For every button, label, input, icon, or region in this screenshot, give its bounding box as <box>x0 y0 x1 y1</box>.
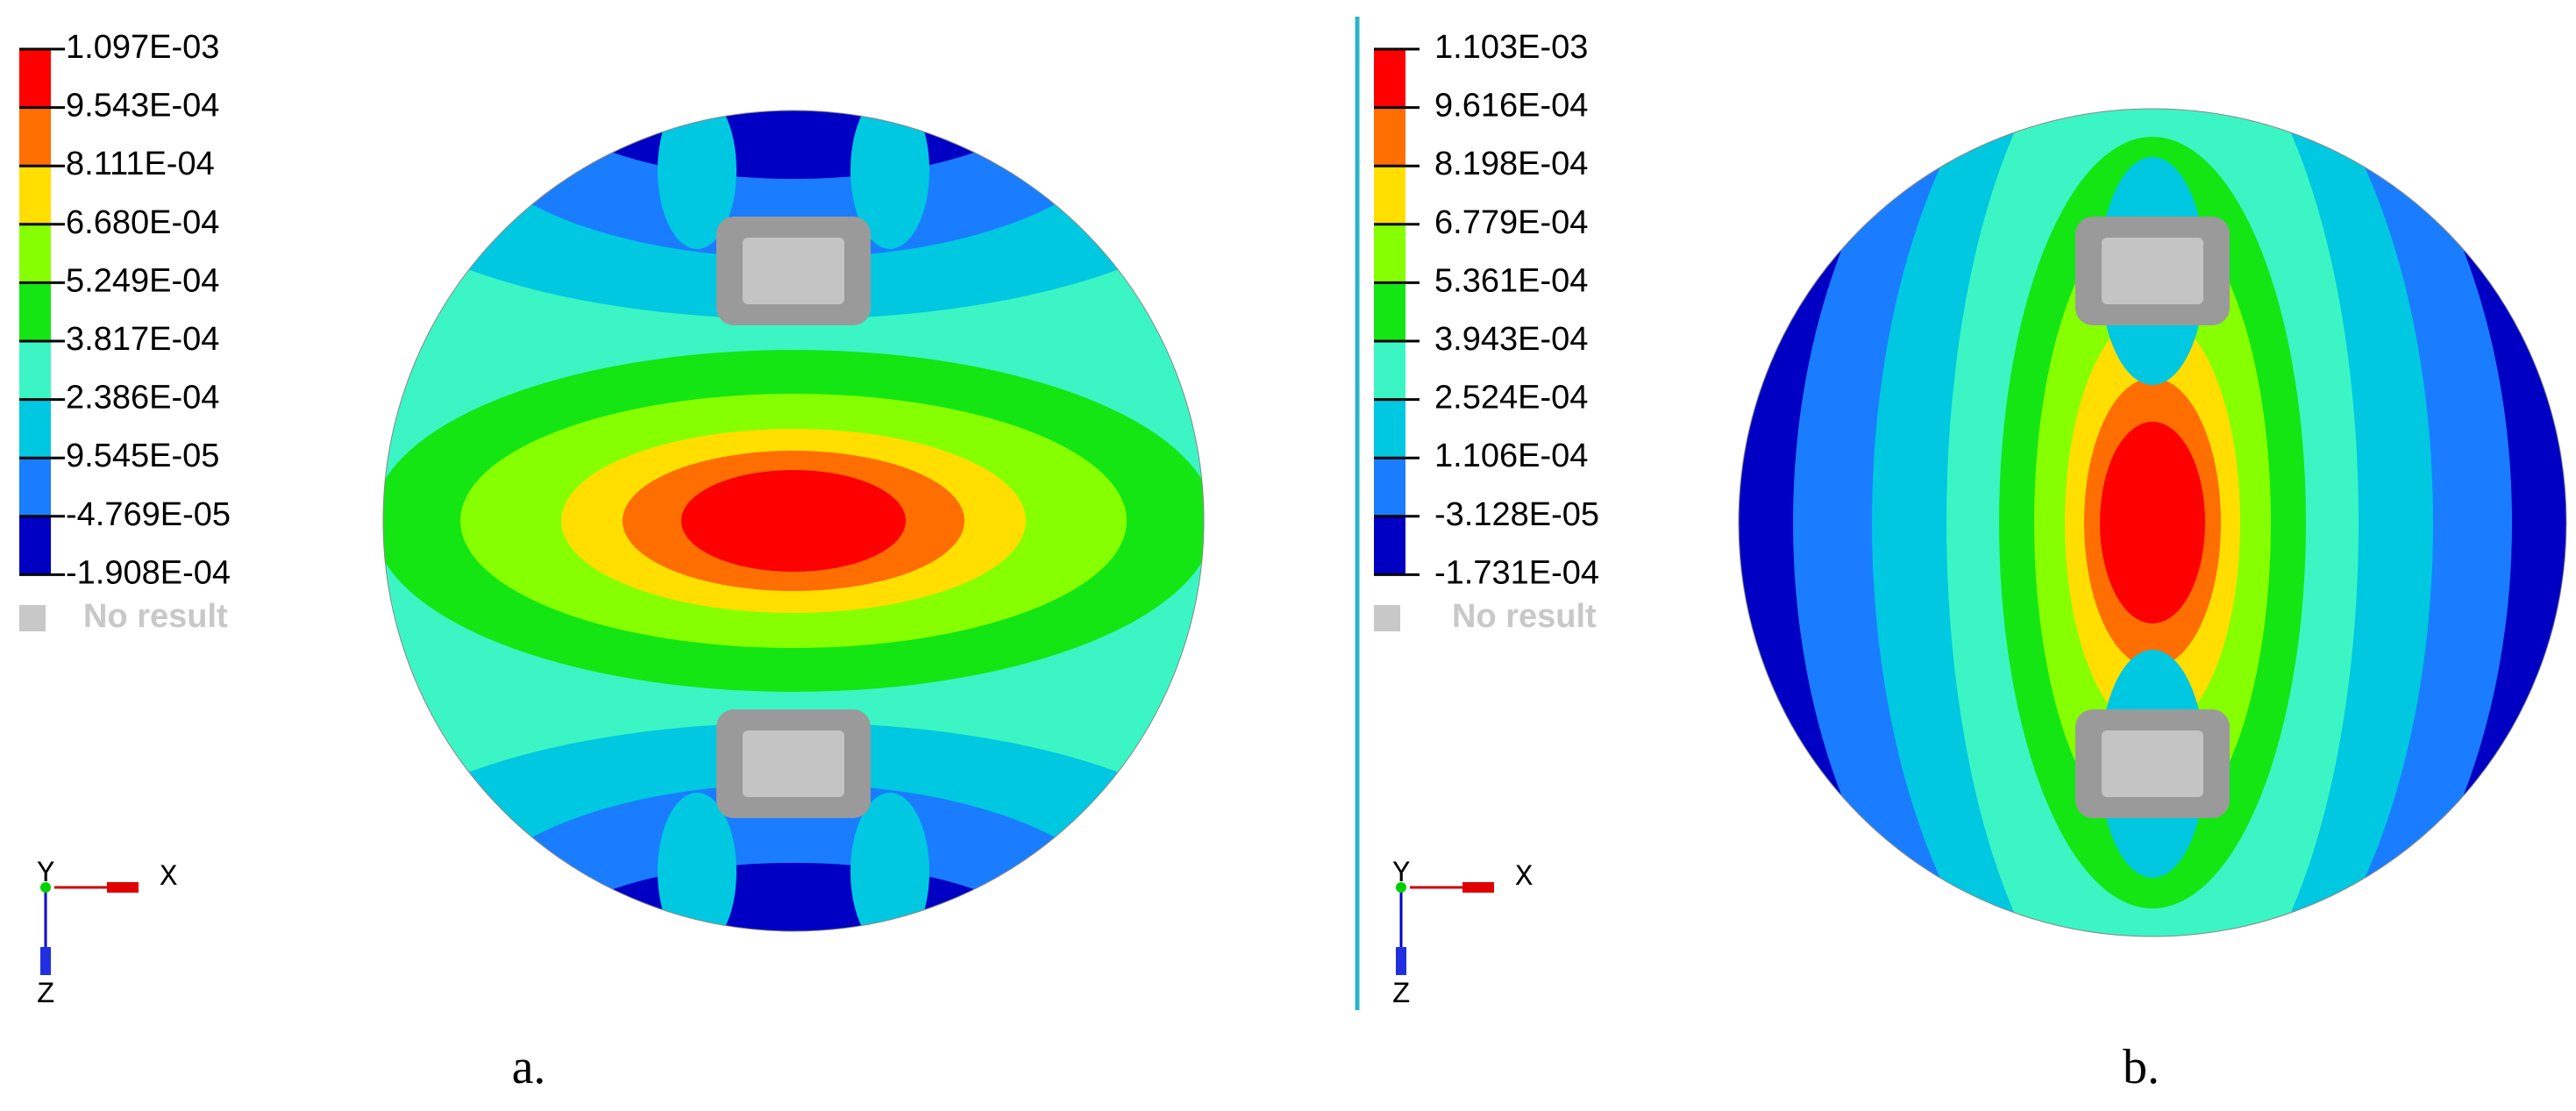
origin-dot <box>1396 882 1406 893</box>
y-axis-label: Y <box>1392 858 1410 891</box>
legend-swatch <box>1374 458 1405 516</box>
legend-swatch <box>19 224 51 283</box>
legend-label: 9.616E-04 <box>1434 88 1588 125</box>
support-block-face <box>743 238 844 304</box>
legend-swatch <box>19 516 51 575</box>
support-block-face <box>2102 238 2203 304</box>
x-axis-head <box>1462 882 1494 893</box>
legend-label: 1.097E-03 <box>66 29 219 66</box>
z-axis-head <box>40 947 51 975</box>
legend-label: 9.545E-05 <box>66 438 219 474</box>
legend-swatch <box>19 399 51 459</box>
legend-swatch <box>1374 516 1405 575</box>
legend-swatch <box>19 49 51 108</box>
caption: b. <box>2123 1040 2160 1094</box>
legend-label: 5.249E-04 <box>66 262 219 299</box>
legend-label: 2.524E-04 <box>1434 380 1588 417</box>
plot-outline <box>382 110 1205 932</box>
z-axis-label: Z <box>1392 979 1410 1012</box>
caption: a. <box>512 1040 546 1094</box>
legend-label: -4.769E-05 <box>66 496 231 533</box>
legend-label: 3.817E-04 <box>66 321 219 358</box>
no-result-swatch <box>19 605 46 631</box>
legend-label: 3.943E-04 <box>1434 321 1588 358</box>
legend-label: 1.106E-04 <box>1434 438 1588 474</box>
x-axis-head <box>107 882 139 893</box>
legend-swatch <box>19 107 51 167</box>
contour-plot <box>383 110 1204 931</box>
z-axis-head <box>1396 947 1406 975</box>
legend-swatch <box>1374 166 1405 224</box>
legend-swatch <box>1374 341 1405 400</box>
contour-plot <box>1739 109 2566 937</box>
legend-swatch <box>1374 107 1405 167</box>
legend-label: 8.111E-04 <box>66 146 215 182</box>
legend-label: 9.543E-04 <box>66 88 219 125</box>
y-axis-label: Y <box>37 858 54 891</box>
legend-label: 8.198E-04 <box>1434 146 1588 182</box>
legend-label: -1.908E-04 <box>66 554 231 591</box>
contour-band <box>681 470 906 572</box>
z-axis-label: Z <box>37 979 54 1012</box>
legend-label: 5.361E-04 <box>1434 262 1588 299</box>
legend-swatch <box>19 166 51 224</box>
legend-swatch <box>1374 399 1405 459</box>
support-block-face <box>743 730 844 797</box>
origin-dot <box>40 882 51 893</box>
legend-swatch <box>19 282 51 341</box>
legend-label: 1.103E-03 <box>1434 29 1588 66</box>
contour-band <box>530 110 1057 179</box>
legend-swatch <box>19 458 51 516</box>
contour-band <box>658 110 737 249</box>
legend-swatch <box>1374 224 1405 283</box>
no-result-swatch <box>1374 605 1400 631</box>
no-result-label: No result <box>83 598 228 635</box>
legend-swatch <box>19 341 51 400</box>
support-block-face <box>2102 730 2203 797</box>
contour-band <box>530 863 1057 931</box>
legend-label: 6.779E-04 <box>1434 204 1588 241</box>
no-result-label: No result <box>1452 598 1597 635</box>
plot-outline <box>1738 108 2567 937</box>
x-axis-label: X <box>160 861 177 894</box>
contour-band <box>850 793 929 931</box>
legend-label: 6.680E-04 <box>66 204 219 241</box>
contour-band <box>850 110 929 249</box>
legend-label: -1.731E-04 <box>1434 554 1599 591</box>
legend-label: -3.128E-05 <box>1434 496 1599 533</box>
legend-label: 2.386E-04 <box>66 380 219 417</box>
x-axis-label: X <box>1515 861 1533 894</box>
contour-band <box>658 793 737 931</box>
legend-swatch <box>1374 49 1405 108</box>
legend-swatch <box>1374 282 1405 341</box>
contour-band <box>2100 422 2205 623</box>
